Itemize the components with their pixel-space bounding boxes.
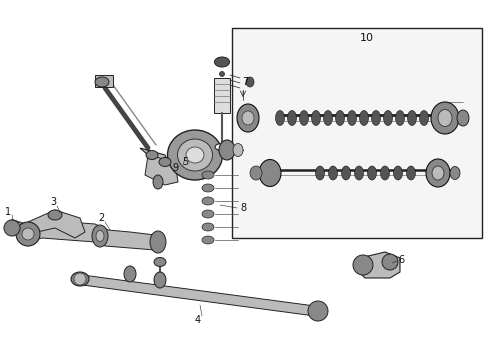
Polygon shape bbox=[28, 210, 85, 238]
Ellipse shape bbox=[95, 77, 109, 87]
Ellipse shape bbox=[431, 102, 459, 134]
Text: 6: 6 bbox=[398, 255, 404, 265]
Ellipse shape bbox=[124, 266, 136, 282]
Ellipse shape bbox=[96, 230, 104, 242]
Ellipse shape bbox=[328, 166, 338, 180]
Ellipse shape bbox=[299, 111, 309, 126]
Ellipse shape bbox=[360, 111, 368, 126]
Polygon shape bbox=[140, 148, 172, 175]
Circle shape bbox=[308, 301, 328, 321]
Ellipse shape bbox=[450, 166, 460, 180]
Ellipse shape bbox=[168, 130, 222, 180]
Ellipse shape bbox=[202, 197, 214, 205]
Ellipse shape bbox=[242, 111, 254, 125]
Text: 10: 10 bbox=[360, 33, 374, 43]
Ellipse shape bbox=[371, 111, 381, 126]
Ellipse shape bbox=[407, 166, 416, 180]
Ellipse shape bbox=[154, 272, 166, 288]
Ellipse shape bbox=[323, 111, 333, 126]
Text: 1: 1 bbox=[5, 207, 11, 217]
Ellipse shape bbox=[342, 166, 350, 180]
Ellipse shape bbox=[150, 231, 166, 253]
Bar bbox=[232, 28, 482, 238]
Bar bbox=[214, 78, 230, 113]
Text: 2: 2 bbox=[98, 213, 104, 223]
Ellipse shape bbox=[202, 223, 214, 231]
Ellipse shape bbox=[237, 104, 259, 132]
Ellipse shape bbox=[438, 109, 452, 126]
Ellipse shape bbox=[408, 111, 416, 126]
Ellipse shape bbox=[457, 110, 469, 126]
Text: 3: 3 bbox=[50, 197, 56, 207]
Ellipse shape bbox=[288, 111, 296, 126]
Ellipse shape bbox=[246, 77, 254, 87]
Ellipse shape bbox=[202, 236, 214, 244]
Ellipse shape bbox=[368, 166, 376, 180]
Text: 7: 7 bbox=[242, 77, 248, 87]
Polygon shape bbox=[145, 155, 178, 185]
Text: 5: 5 bbox=[182, 157, 188, 167]
Polygon shape bbox=[28, 220, 160, 250]
Ellipse shape bbox=[71, 272, 89, 286]
Ellipse shape bbox=[336, 111, 344, 126]
Polygon shape bbox=[355, 252, 400, 278]
Text: 9: 9 bbox=[172, 163, 178, 173]
Circle shape bbox=[74, 273, 86, 285]
Ellipse shape bbox=[220, 72, 224, 77]
Polygon shape bbox=[75, 274, 315, 316]
Ellipse shape bbox=[202, 171, 214, 179]
Ellipse shape bbox=[153, 175, 163, 189]
Ellipse shape bbox=[215, 57, 229, 67]
Ellipse shape bbox=[384, 111, 392, 126]
Ellipse shape bbox=[426, 159, 450, 187]
Ellipse shape bbox=[233, 144, 243, 157]
Ellipse shape bbox=[393, 166, 402, 180]
Ellipse shape bbox=[312, 111, 320, 126]
Ellipse shape bbox=[354, 166, 364, 180]
Ellipse shape bbox=[202, 184, 214, 192]
Text: 4: 4 bbox=[195, 315, 201, 325]
Ellipse shape bbox=[202, 210, 214, 218]
Ellipse shape bbox=[215, 144, 229, 150]
Ellipse shape bbox=[146, 150, 158, 159]
Circle shape bbox=[22, 228, 34, 240]
Ellipse shape bbox=[92, 225, 108, 247]
Ellipse shape bbox=[275, 111, 285, 126]
Ellipse shape bbox=[395, 111, 405, 126]
Ellipse shape bbox=[219, 140, 235, 160]
Ellipse shape bbox=[159, 158, 171, 166]
Ellipse shape bbox=[419, 111, 428, 126]
Circle shape bbox=[382, 254, 398, 270]
Bar bbox=[95, 75, 113, 87]
Ellipse shape bbox=[347, 111, 357, 126]
Ellipse shape bbox=[381, 166, 390, 180]
Ellipse shape bbox=[250, 166, 262, 180]
Ellipse shape bbox=[186, 147, 204, 163]
Ellipse shape bbox=[259, 159, 281, 186]
Circle shape bbox=[353, 255, 373, 275]
Ellipse shape bbox=[316, 166, 324, 180]
Circle shape bbox=[4, 220, 20, 236]
Ellipse shape bbox=[177, 139, 213, 171]
Circle shape bbox=[16, 222, 40, 246]
Ellipse shape bbox=[48, 210, 62, 220]
Ellipse shape bbox=[432, 166, 444, 180]
Text: 8: 8 bbox=[240, 203, 246, 213]
Ellipse shape bbox=[154, 257, 166, 266]
